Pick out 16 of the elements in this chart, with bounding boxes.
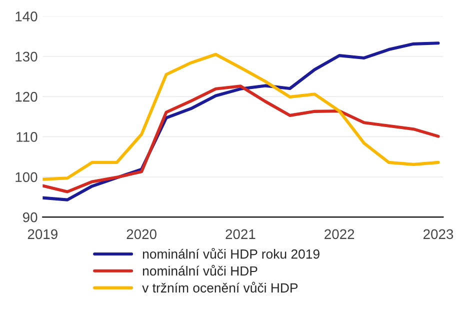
y-tick-label: 110	[16, 132, 38, 142]
legend-label: v tržním ocenění vůči HDP	[142, 282, 298, 293]
legend-label: nominální vůči HDP roku 2019	[142, 248, 320, 259]
y-tick-label: 100	[16, 172, 38, 182]
y-tick-label: 120	[16, 92, 38, 102]
line-series	[42, 84, 440, 194]
x-tick-label: 2019	[28, 229, 58, 240]
x-tick-label: 2021	[226, 229, 256, 240]
line-series	[42, 52, 440, 181]
x-tick-label: 2020	[126, 229, 156, 240]
x-tick-label: 2022	[324, 229, 354, 240]
y-tick-label: 140	[16, 12, 38, 22]
x-tick-label: 2023	[423, 229, 454, 240]
legend-label: nominální vůči HDP	[142, 264, 258, 276]
y-tick-label: 130	[16, 52, 38, 62]
y-tick-label: 90	[23, 212, 38, 222]
